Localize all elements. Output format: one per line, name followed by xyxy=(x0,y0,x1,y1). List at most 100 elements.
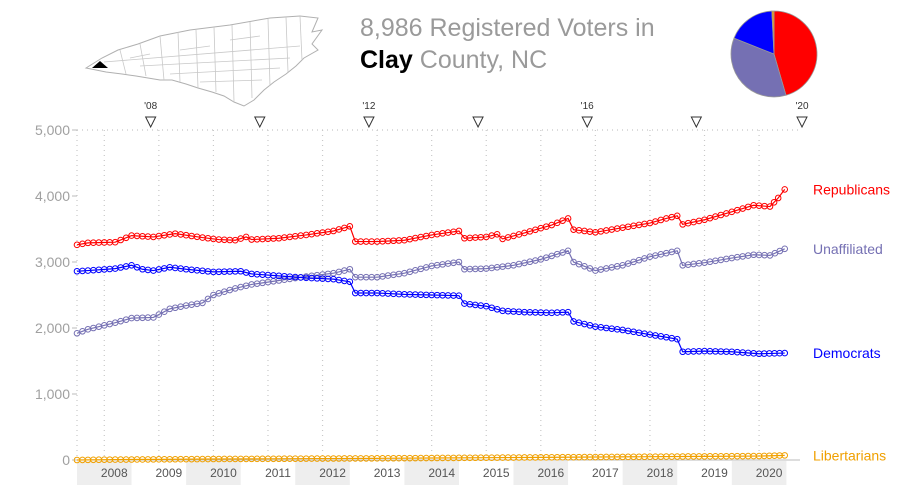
data-point xyxy=(564,247,572,255)
chart-title-line1: 8,986 Registered Voters in xyxy=(360,14,655,42)
county-border xyxy=(267,18,271,87)
y-tick-label: 0 xyxy=(62,452,70,468)
x-tick-label: 2009 xyxy=(155,466,182,480)
chart-title-line2: Clay County, NC xyxy=(360,46,547,75)
county-border xyxy=(299,15,303,61)
data-point xyxy=(673,335,681,343)
county-border xyxy=(199,79,263,83)
x-tick-label: 2018 xyxy=(647,466,674,480)
x-tick-label: 2011 xyxy=(265,466,291,480)
data-point xyxy=(781,349,789,357)
series-line xyxy=(76,248,785,334)
data-point xyxy=(766,203,774,210)
county-border xyxy=(231,24,235,103)
x-tick-label: 2020 xyxy=(756,466,783,480)
election-marker xyxy=(796,116,808,129)
data-point xyxy=(673,212,681,220)
election-marker xyxy=(472,116,484,129)
data-point xyxy=(122,234,130,242)
x-tick-label: 2008 xyxy=(101,466,128,480)
data-point xyxy=(128,262,135,269)
y-tick-label: 4,000 xyxy=(35,188,70,204)
x-tick-label: 2016 xyxy=(537,466,564,480)
data-point xyxy=(548,221,556,229)
county-border xyxy=(129,53,151,59)
county-name: Clay xyxy=(360,46,413,74)
county-border xyxy=(229,35,261,41)
data-point xyxy=(564,215,572,222)
year-band xyxy=(295,461,350,485)
election-marker xyxy=(690,116,703,129)
y-tick-label: 1,000 xyxy=(35,386,70,402)
data-point xyxy=(455,258,463,266)
year-band xyxy=(622,461,678,485)
election-label: '20 xyxy=(795,101,808,112)
county-border xyxy=(195,29,199,89)
series-line xyxy=(76,454,785,461)
chart-series xyxy=(73,186,789,464)
data-point xyxy=(770,198,778,206)
y-tick-label: 5,000 xyxy=(35,122,70,138)
data-point xyxy=(774,194,782,202)
series-label: Republicans xyxy=(813,181,890,197)
data-point xyxy=(79,328,86,335)
data-point xyxy=(161,308,168,316)
county-border xyxy=(103,45,301,63)
series-label: Unaffiliated xyxy=(813,241,883,257)
pie-slice xyxy=(730,37,787,98)
data-point xyxy=(564,308,572,316)
data-point xyxy=(111,238,119,246)
data-point xyxy=(493,230,501,238)
data-point xyxy=(781,186,789,193)
county-border xyxy=(139,57,291,67)
data-point xyxy=(586,265,594,272)
county-border xyxy=(139,43,147,77)
year-band xyxy=(404,461,459,485)
data-point xyxy=(570,258,577,266)
election-marker xyxy=(253,116,266,129)
data-point xyxy=(242,233,250,241)
data-point xyxy=(204,295,212,303)
election-marker xyxy=(363,116,375,129)
data-point xyxy=(133,263,141,271)
county-border xyxy=(119,49,127,75)
north-carolina-county-map-icon xyxy=(84,15,324,107)
data-point xyxy=(781,452,789,459)
data-point xyxy=(673,247,681,255)
chart-legend: Republicans Unaffiliated Democrats Libertar… xyxy=(813,181,890,463)
pie-slice xyxy=(771,10,775,55)
data-point xyxy=(455,227,463,235)
county-suffix: County, NC xyxy=(419,46,548,74)
y-tick-label: 3,000 xyxy=(35,254,70,270)
y-tick-label: 2,000 xyxy=(35,320,70,336)
data-point xyxy=(575,260,583,268)
data-point xyxy=(346,223,354,230)
x-tick-label: 2019 xyxy=(701,466,728,480)
party-share-pie-icon xyxy=(730,10,818,98)
data-point xyxy=(781,245,789,253)
data-point xyxy=(581,262,588,270)
county-border xyxy=(285,16,289,73)
x-tick-label: 2015 xyxy=(483,466,510,480)
data-point xyxy=(346,278,354,286)
election-label: '08 xyxy=(144,101,157,112)
year-band xyxy=(513,461,569,485)
x-tick-label: 2017 xyxy=(592,466,619,480)
data-point xyxy=(455,292,463,299)
data-point xyxy=(346,265,354,273)
year-band xyxy=(186,461,241,485)
data-point xyxy=(150,314,157,321)
data-point xyxy=(117,236,124,244)
data-point xyxy=(73,329,81,337)
election-marker xyxy=(144,116,157,129)
year-band xyxy=(77,461,132,485)
county-border xyxy=(169,67,281,75)
data-point xyxy=(155,311,163,318)
county-border xyxy=(159,35,165,81)
chart-axes: 0 1,000 2,000 3,000 4,000 5,000 2008 2009 2010 20… xyxy=(35,101,809,485)
series-label: Democrats xyxy=(813,345,881,361)
x-tick-label: 2013 xyxy=(374,466,401,480)
county-border xyxy=(179,45,211,51)
pie-slice xyxy=(733,10,775,55)
